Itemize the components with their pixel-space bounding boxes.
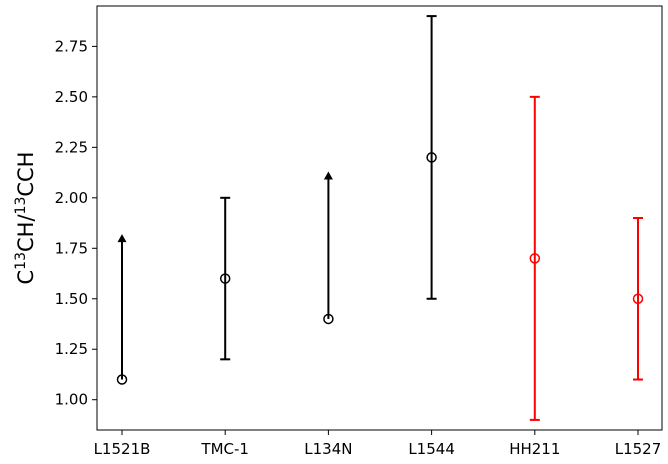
ylabel-superscript: 13 bbox=[13, 197, 29, 215]
data-marker bbox=[529, 253, 541, 264]
data-point-l134n bbox=[323, 171, 334, 325]
axes-frame bbox=[96, 5, 663, 431]
data-marker bbox=[426, 152, 437, 163]
data-marker bbox=[219, 273, 231, 284]
data-marker bbox=[323, 313, 334, 325]
data-marker bbox=[632, 293, 644, 305]
ylabel-superscript: 13 bbox=[13, 252, 29, 270]
data-point-tmc-1 bbox=[219, 196, 231, 361]
data-point-l1544 bbox=[426, 15, 437, 300]
x-tick-label: L1544 bbox=[408, 440, 455, 458]
y-tick-label: 1.25 bbox=[55, 340, 88, 358]
ylabel-text: C bbox=[14, 270, 38, 285]
data-marker bbox=[116, 374, 128, 385]
y-tick-label: 2.25 bbox=[55, 138, 88, 156]
y-tick-label: 2.00 bbox=[55, 189, 88, 207]
x-tick-label: L134N bbox=[304, 440, 352, 458]
limit-arrow bbox=[117, 234, 127, 243]
x-tick-label: TMC-1 bbox=[200, 440, 249, 458]
y-tick-label: 1.00 bbox=[55, 391, 88, 409]
y-tick-label: 2.50 bbox=[55, 88, 88, 106]
limit-arrow bbox=[323, 171, 333, 180]
y-axis-label: C13CH/13CCH bbox=[13, 152, 38, 285]
y-tick-label: 1.75 bbox=[55, 239, 88, 257]
x-axis: L1521B TMC-1 L134N L1544 HH211 L1527 bbox=[94, 430, 662, 458]
data-point-hh211 bbox=[529, 95, 541, 421]
y-tick-label: 2.75 bbox=[55, 37, 88, 55]
ylabel-text: CH/ bbox=[14, 214, 38, 252]
y-axis: 1.00 1.25 1.50 1.75 2.00 2.25 2.50 2.75 bbox=[55, 37, 97, 409]
x-tick-label: HH211 bbox=[509, 440, 560, 458]
plot-layer bbox=[116, 15, 644, 421]
ylabel-text: CCH bbox=[14, 152, 38, 197]
x-tick-label: L1527 bbox=[615, 440, 662, 458]
data-point-l1527 bbox=[632, 217, 644, 381]
x-tick-label: L1521B bbox=[94, 440, 151, 458]
y-tick-label: 1.50 bbox=[55, 290, 88, 308]
data-point-l1521b bbox=[116, 234, 128, 385]
